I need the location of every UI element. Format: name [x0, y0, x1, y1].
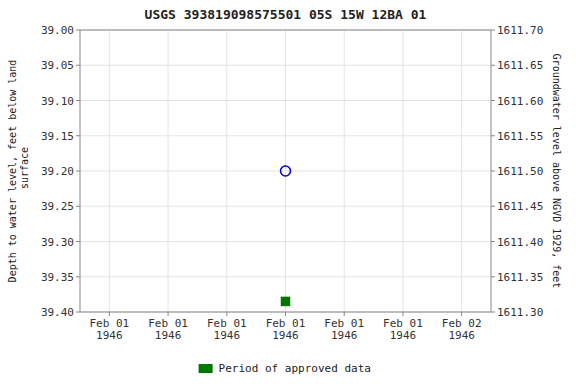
text-line: Depth to water level, feet below land: [7, 60, 18, 283]
legend: Period of approved data: [199, 362, 371, 375]
tick-label: 39.05: [41, 59, 74, 72]
text-line: 1946: [96, 329, 123, 342]
text-line: surface: [19, 147, 30, 195]
tick: [76, 65, 80, 66]
tick-label: 39.00: [41, 24, 74, 37]
tick-label: 1611.40: [497, 236, 543, 249]
grid-line: [461, 30, 462, 312]
grid-line: [344, 30, 345, 312]
tick: [491, 276, 495, 277]
tick-label: 39.40: [41, 306, 74, 319]
tick-label: Feb 011946: [383, 317, 423, 342]
tick: [76, 312, 80, 313]
tick: [491, 65, 495, 66]
legend-swatch: [199, 364, 213, 373]
grid-line: [226, 30, 227, 312]
tick: [168, 312, 169, 316]
tick-label: 39.10: [41, 95, 74, 108]
tick-label: 1611.55: [497, 130, 543, 143]
background: [0, 0, 576, 384]
tick-label: 1611.50: [497, 165, 543, 178]
tick: [491, 312, 495, 313]
tick: [491, 206, 495, 207]
text-line: 1946: [331, 329, 358, 342]
text-line: Groundwater level above NGVD 1929, feet: [551, 54, 562, 289]
tick: [491, 135, 495, 136]
point: [281, 166, 291, 176]
tick-label: Feb 011946: [266, 317, 306, 342]
text-line: 1946: [155, 329, 182, 342]
tick-label: 39.15: [41, 130, 74, 143]
tick-label: 39.25: [41, 200, 74, 213]
grid-line: [285, 30, 286, 312]
plot-frame: [80, 30, 491, 312]
grid-line: [402, 30, 403, 312]
tick: [491, 100, 495, 101]
grid-line: [168, 30, 169, 312]
grid: [80, 30, 491, 312]
tick: [285, 312, 286, 316]
tick: [491, 241, 495, 242]
chart: 39.00 39.05 39.10 39.15 39.20 39.25 39.30 39.35…: [0, 0, 576, 384]
text-line: 1946: [390, 329, 417, 342]
tick-label: 1611.30: [497, 306, 543, 319]
grid-line: [109, 30, 110, 312]
tick: [461, 312, 462, 316]
tick-label: 39.20: [41, 165, 74, 178]
point: [282, 297, 290, 305]
axes: 39.00 39.05 39.10 39.15 39.20 39.25 39.30 39.35…: [41, 24, 543, 342]
tick-label: Feb 011946: [89, 317, 129, 342]
tick: [76, 171, 80, 172]
axis-label: Depth to water level, feet below land su…: [7, 60, 30, 283]
title: USGS 393819098575501 05S 15W 12BA 01: [145, 7, 427, 22]
tick-label: 1611.65: [497, 59, 543, 72]
marks: [281, 166, 291, 305]
text-line: 1946: [272, 329, 299, 342]
tick: [344, 312, 345, 316]
tick: [76, 241, 80, 242]
tick: [491, 30, 495, 31]
tick: [76, 276, 80, 277]
tick: [76, 135, 80, 136]
text-line: 1946: [448, 329, 475, 342]
tick-label: Feb 011946: [148, 317, 188, 342]
tick-label: Feb 011946: [207, 317, 247, 342]
tick: [109, 312, 110, 316]
tick-label: 1611.45: [497, 200, 543, 213]
tick: [226, 312, 227, 316]
tick: [76, 100, 80, 101]
legend-label: Period of approved data: [219, 362, 371, 375]
tick-label: 1611.60: [497, 95, 543, 108]
text-line: 1946: [214, 329, 241, 342]
tick-label: 1611.70: [497, 24, 543, 37]
tick-label: Feb 011946: [324, 317, 364, 342]
tick-label: 1611.35: [497, 271, 543, 284]
tick: [402, 312, 403, 316]
axis-label: Groundwater level above NGVD 1929, feet: [551, 54, 562, 289]
tick: [491, 171, 495, 172]
tick-label: 39.35: [41, 271, 74, 284]
tick: [76, 206, 80, 207]
tick-label: 39.30: [41, 236, 74, 249]
tick-label: Feb 021946: [442, 317, 482, 342]
tick: [76, 30, 80, 31]
